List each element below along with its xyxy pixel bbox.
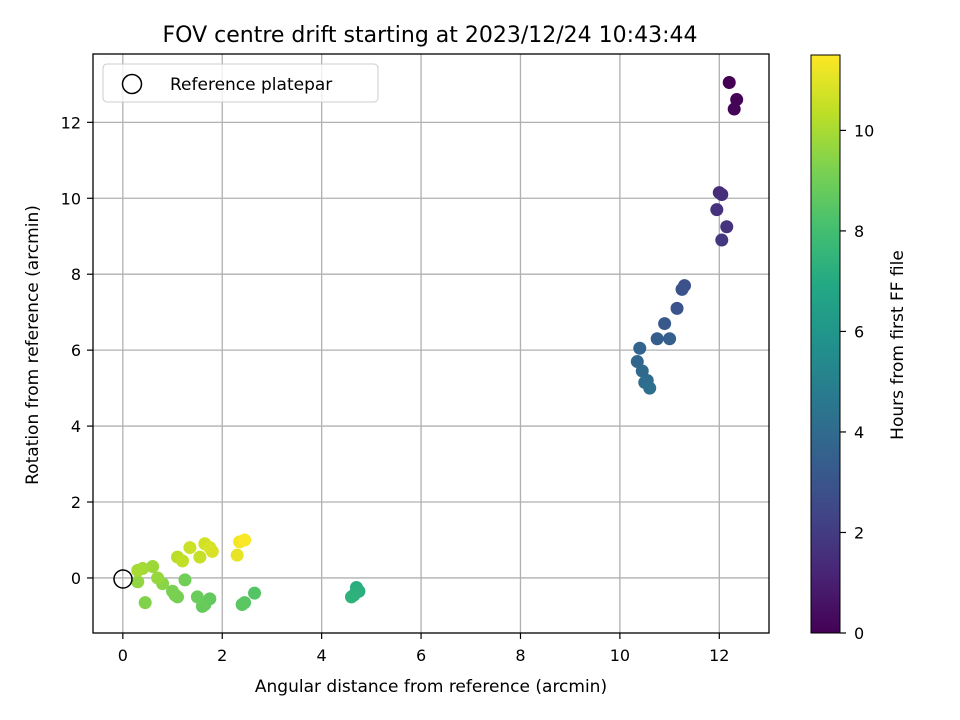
data-point [238, 533, 252, 547]
data-points [131, 75, 744, 613]
data-point [710, 203, 724, 217]
x-axis-ticks: 0 2 4 6 8 10 12 [118, 633, 729, 665]
y-tick-label: 2 [71, 493, 81, 512]
colorbar [810, 54, 841, 634]
data-point [230, 548, 244, 562]
colorbar-tick-label: 8 [854, 222, 864, 241]
chart-title: FOV centre drift starting at 2023/12/24 … [163, 23, 698, 48]
data-point [650, 332, 664, 346]
data-point [235, 598, 249, 612]
data-point [131, 563, 145, 577]
data-point [727, 102, 741, 116]
data-point [720, 220, 734, 234]
grid [93, 54, 769, 633]
data-point [183, 541, 197, 555]
colorbar-tick-label: 6 [854, 322, 864, 341]
x-tick-label: 12 [709, 646, 729, 665]
data-point [166, 584, 180, 598]
x-tick-label: 8 [515, 646, 525, 665]
data-point [715, 233, 729, 247]
data-point [633, 341, 647, 355]
x-tick-label: 4 [317, 646, 327, 665]
y-tick-label: 4 [71, 417, 81, 436]
plot-frame [92, 53, 770, 634]
data-point [193, 550, 207, 564]
y-tick-label: 6 [71, 341, 81, 360]
x-tick-label: 0 [118, 646, 128, 665]
y-axis-label: Rotation from reference (arcmin) [23, 205, 43, 485]
colorbar-tick-label: 0 [854, 624, 864, 643]
y-axis-ticks: 0 2 4 6 8 10 12 [61, 113, 93, 588]
colorbar-tick-label: 4 [854, 423, 864, 442]
colorbar-tick-label: 2 [854, 523, 864, 542]
data-point [146, 560, 160, 574]
data-point [643, 381, 657, 395]
data-point [190, 590, 204, 604]
y-tick-label: 12 [61, 113, 81, 132]
data-point [675, 282, 689, 296]
data-point [205, 544, 219, 558]
data-point [722, 75, 736, 89]
legend-label-reference: Reference platepar [170, 75, 332, 95]
data-point [138, 596, 152, 610]
legend: Reference platepar [102, 63, 379, 103]
legend-box [102, 63, 379, 103]
legend-marker-icon [121, 73, 143, 95]
reference-platepar-marker [113, 569, 133, 589]
data-point [658, 317, 672, 331]
data-point [663, 332, 677, 346]
y-tick-label: 10 [61, 189, 81, 208]
x-tick-label: 2 [217, 646, 227, 665]
y-tick-label: 8 [71, 265, 81, 284]
data-point [175, 554, 189, 568]
data-point [715, 187, 729, 201]
x-axis-label: Angular distance from reference (arcmin) [255, 677, 607, 697]
x-tick-label: 10 [610, 646, 630, 665]
colorbar-label: Hours from first FF file [888, 250, 908, 440]
data-point [151, 571, 165, 585]
data-point [670, 301, 684, 315]
data-point [248, 586, 262, 600]
colorbar-tick-label: 10 [854, 121, 874, 140]
data-point [131, 575, 145, 589]
data-point [344, 590, 358, 604]
y-tick-label: 0 [71, 569, 81, 588]
x-tick-label: 6 [416, 646, 426, 665]
colorbar-ticks: 0 2 4 6 8 10 [840, 121, 874, 643]
data-point [178, 573, 192, 587]
